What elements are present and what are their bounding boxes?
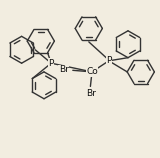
Text: P: P	[48, 59, 54, 68]
Text: Co: Co	[86, 67, 98, 76]
Text: P: P	[106, 56, 112, 65]
Text: Br: Br	[59, 65, 69, 74]
Text: Br: Br	[86, 89, 96, 98]
